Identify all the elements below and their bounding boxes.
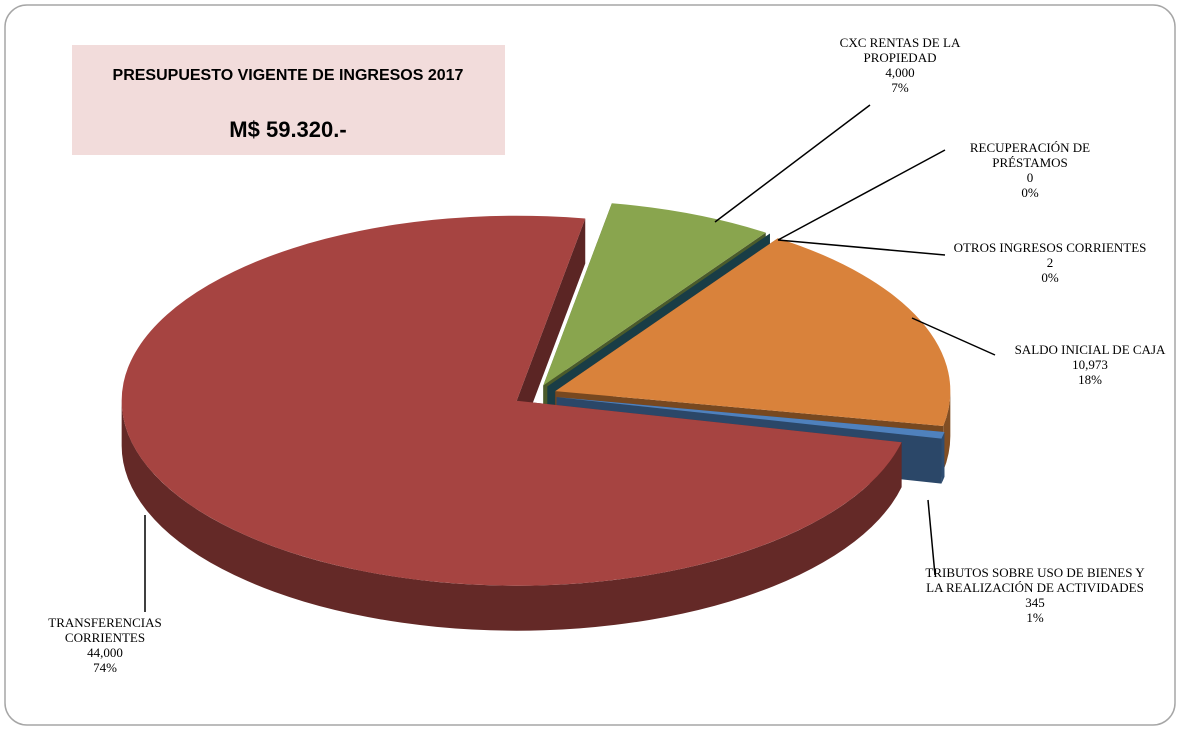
slice-label: OTROS INGRESOS CORRIENTES 2 0% — [930, 240, 1170, 285]
label-name: TRIBUTOS SOBRE USO DE BIENES Y LA REALIZ… — [925, 565, 1145, 595]
slice — [543, 203, 766, 386]
label-name: TRANSFERENCIAS CORRIENTES — [48, 615, 162, 645]
slice-label: SALDO INICIAL DE CAJA 10,973 18% — [990, 342, 1180, 387]
label-percent: 18% — [1078, 372, 1102, 387]
slice-side — [941, 432, 945, 484]
leader-line — [777, 239, 946, 256]
label-name: RECUPERACIÓN DE PRÉSTAMOS — [969, 140, 1091, 170]
slice — [547, 233, 770, 387]
label-value: 345 — [1025, 595, 1045, 610]
slice — [555, 238, 951, 426]
leader-line — [911, 317, 996, 356]
label-value: 0 — [1026, 170, 1034, 185]
label-value: 44,000 — [87, 645, 123, 660]
slice-sides — [121, 391, 951, 631]
label-percent: 0% — [1041, 270, 1059, 285]
leader-lines — [144, 104, 996, 612]
label-percent: 1% — [1026, 610, 1044, 625]
slice-side — [943, 391, 951, 471]
label-name: SALDO INICIAL DE CAJA — [1014, 342, 1166, 357]
label-value: 4,000 — [885, 65, 915, 80]
label-percent: 0% — [1021, 185, 1039, 200]
title-box — [72, 45, 505, 155]
leader-line — [927, 499, 936, 576]
chart-subtitle: M$ 59.320.- — [229, 117, 346, 142]
label-value: 10,973 — [1072, 357, 1108, 372]
label-value: 2 — [1046, 255, 1054, 270]
slice-label: CXC RENTAS DE LA PROPIEDAD 4,000 7% — [820, 35, 980, 95]
label-name: CXC RENTAS DE LA PROPIEDAD — [839, 35, 961, 65]
slice-label: RECUPERACIÓN DE PRÉSTAMOS 0 0% — [950, 140, 1110, 200]
slice-label: TRIBUTOS SOBRE USO DE BIENES Y LA REALIZ… — [920, 565, 1150, 625]
slice-side — [121, 400, 902, 631]
label-name: OTROS INGRESOS CORRIENTES — [953, 240, 1147, 255]
pie — [121, 203, 951, 631]
label-percent: 74% — [93, 660, 117, 675]
slice-tops — [121, 203, 951, 586]
slice-wall — [516, 218, 586, 446]
leader-line — [777, 149, 946, 241]
chart-title: PRESUPUESTO VIGENTE DE INGRESOS 2017 — [113, 67, 464, 84]
slice-label: TRANSFERENCIAS CORRIENTES 44,000 74% — [30, 615, 180, 675]
leader-line — [714, 104, 871, 223]
label-percent: 7% — [891, 80, 909, 95]
slice — [121, 215, 902, 586]
slice — [556, 397, 945, 439]
